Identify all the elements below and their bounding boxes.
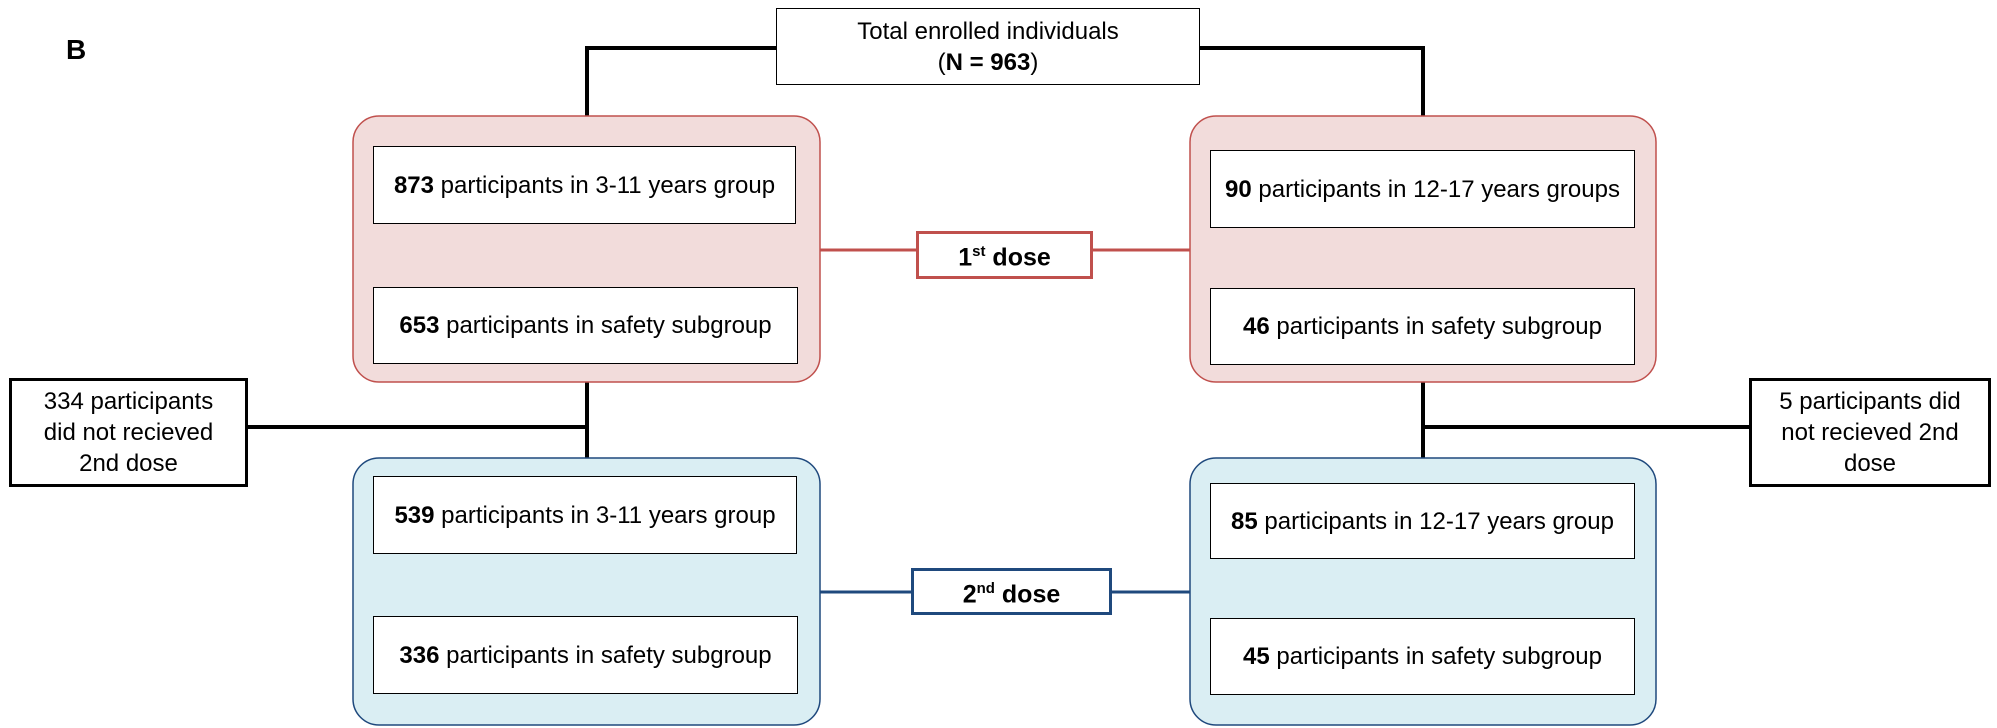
- text: participants in 3-11 years group: [441, 501, 776, 529]
- text: participants in 3-11 years group: [440, 171, 776, 199]
- count: 45: [1243, 643, 1270, 670]
- count: N = 963: [945, 48, 1031, 76]
- count: 46: [1243, 313, 1270, 340]
- node: 90 participants in 12-17 years groups: [1210, 150, 1635, 228]
- dose-label: 1st dose: [916, 231, 1093, 279]
- text: participants in safety subgroup: [446, 312, 772, 339]
- text: participants in safety subgroup: [1276, 313, 1602, 340]
- enrolled-box: Total enrolled individuals (N = 963): [776, 8, 1200, 85]
- count: 336: [399, 641, 440, 669]
- dropout-box: 5 participants did not recieved 2nd dose: [1749, 378, 1991, 487]
- text: participants in safety subgroup: [1276, 643, 1602, 670]
- node: 653 participants in safety subgroup: [373, 287, 798, 364]
- dose-label: 2nd dose: [911, 568, 1112, 615]
- connector: [1200, 46, 1425, 116]
- count: 85: [1231, 507, 1258, 535]
- ordinal: 1: [958, 243, 973, 272]
- text: dose: [992, 243, 1051, 272]
- count: 653: [399, 312, 440, 339]
- text: participants in 12-17 years group: [1264, 507, 1614, 535]
- dropout-text: 5 participants did not recieved 2nd dose: [1779, 388, 1961, 477]
- connector: [585, 46, 776, 116]
- text: participants in 12-17 years groups: [1258, 175, 1620, 203]
- node: 336 participants in safety subgroup: [373, 616, 798, 694]
- enrolled-title: Total enrolled individuals: [857, 17, 1119, 45]
- node: 539 participants in 3-11 years group: [373, 476, 797, 554]
- count: 90: [1225, 175, 1252, 203]
- node: 45 participants in safety subgroup: [1210, 618, 1635, 695]
- node: 85 participants in 12-17 years group: [1210, 483, 1635, 559]
- count: 539: [394, 501, 435, 529]
- suffix: st: [972, 243, 986, 261]
- count: 873: [393, 171, 434, 199]
- text: dose: [1001, 580, 1061, 609]
- text: (: [937, 48, 946, 76]
- ordinal: 2: [962, 580, 977, 609]
- dropout-text: 334 participants did not recieved 2nd do…: [43, 388, 214, 477]
- node: 873 participants in 3-11 years group: [373, 146, 796, 224]
- text: ): [1030, 48, 1039, 76]
- dropout-box: 334 participants did not recieved 2nd do…: [9, 378, 248, 487]
- text: participants in safety subgroup: [446, 641, 772, 669]
- node: 46 participants in safety subgroup: [1210, 288, 1635, 365]
- enrolled-count: (N = 963): [938, 47, 1039, 78]
- suffix: nd: [976, 579, 995, 597]
- panel-label: B: [66, 34, 87, 65]
